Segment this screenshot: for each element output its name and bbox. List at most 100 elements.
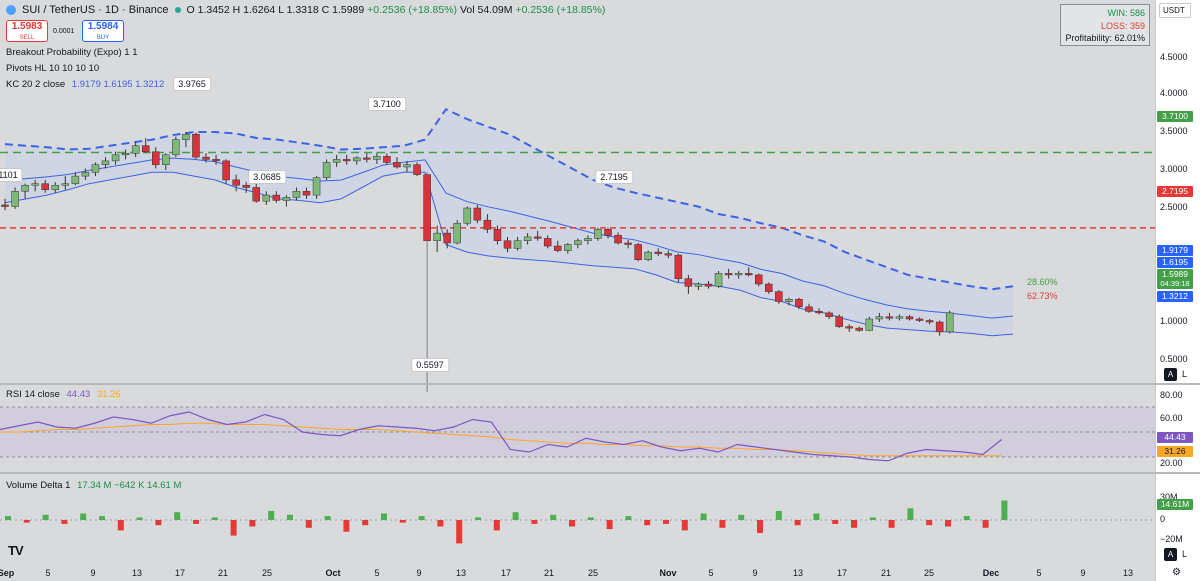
pane-separator-rsi[interactable] xyxy=(0,383,1200,385)
volume-delta-bar xyxy=(587,517,594,520)
candle-body xyxy=(232,179,240,186)
tag-kc-lower: 1.3212 xyxy=(1157,291,1193,302)
candle-body xyxy=(584,238,592,241)
chart-canvas[interactable] xyxy=(0,0,1155,581)
volume-delta-bar xyxy=(569,520,575,527)
indicator-rsi[interactable]: RSI 14 close 44.43 31.26 xyxy=(6,389,121,400)
ytick: 4.0000 xyxy=(1160,88,1188,98)
log-scale-button-vd[interactable]: L xyxy=(1182,549,1188,559)
kc-lower-line xyxy=(4,171,1014,337)
candle-body xyxy=(222,160,230,181)
candle-body xyxy=(443,232,451,244)
xtick: 25 xyxy=(261,568,273,578)
symbol-title[interactable]: SUI / TetherUS · 1D · Binance xyxy=(22,4,169,16)
candle-body xyxy=(383,156,391,163)
xtick: 5 xyxy=(1036,568,1042,578)
indicator-pivots[interactable]: Pivots HL 10 10 10 10 xyxy=(6,63,100,74)
candle-body xyxy=(825,312,833,317)
volume-delta-bar xyxy=(945,520,951,527)
candle-body xyxy=(945,312,954,333)
indicator-breakout[interactable]: Breakout Probability (Expo) 1 1 xyxy=(6,47,138,58)
xtick: 5 xyxy=(708,568,714,578)
price-axis[interactable] xyxy=(1155,0,1200,581)
volume-value: Vol 54.09M xyxy=(459,4,513,16)
candle-body xyxy=(915,318,924,321)
pivot-low-label: 0.5597 xyxy=(411,358,449,372)
candle-body xyxy=(272,194,281,201)
currency-selector[interactable]: USDT xyxy=(1159,3,1191,18)
volume-delta-bar xyxy=(287,514,293,520)
pane-separator-vd[interactable] xyxy=(0,472,1200,474)
candle-body xyxy=(523,236,532,241)
volume-delta-bar xyxy=(869,517,876,520)
open-value: O 1.3452 xyxy=(186,4,230,16)
rsi-label: RSI 14 close xyxy=(6,389,60,400)
loss-count: LOSS: 359 xyxy=(1100,20,1145,31)
volume-delta-bar xyxy=(625,516,632,520)
candle-body xyxy=(845,326,853,329)
tag-resistance-2: 2.7195 xyxy=(1157,186,1193,197)
indicator-volume-delta[interactable]: Volume Delta 1 17.34 M −642 K 14.61 M xyxy=(6,480,181,491)
volume-delta-bar xyxy=(963,516,970,520)
candle-body xyxy=(704,283,713,287)
profitability: Profitability: 62.01% xyxy=(1065,33,1145,43)
pct-up-label: 28.60% xyxy=(1027,277,1058,287)
rsi-ma-tag: 31.26 xyxy=(1157,446,1193,457)
candle-body xyxy=(91,164,100,173)
plot-area[interactable] xyxy=(0,0,1155,581)
settings-gear-icon[interactable]: ⚙ xyxy=(1172,567,1181,578)
candle-body xyxy=(453,222,461,244)
sell-button[interactable]: 1.5983 SELL xyxy=(6,20,48,42)
symbol-icon xyxy=(6,5,16,15)
log-scale-button-main[interactable]: L xyxy=(1182,369,1188,379)
candle-body xyxy=(765,283,773,292)
kc-band-fill xyxy=(5,109,1013,336)
volume-delta-bar xyxy=(5,516,11,520)
xtick: 9 xyxy=(752,568,758,578)
xtick: 17 xyxy=(836,568,848,578)
auto-scale-button-vd[interactable]: A xyxy=(1164,548,1177,561)
volume-delta-bar xyxy=(268,510,275,520)
volume-delta-bar xyxy=(381,513,387,520)
candle-body xyxy=(493,229,502,241)
buy-button[interactable]: 1.5984 BUY xyxy=(82,20,124,42)
candle-body xyxy=(925,320,934,323)
candle-body xyxy=(292,191,301,198)
candle-body xyxy=(111,154,120,162)
volume-delta-bar xyxy=(644,520,651,526)
auto-scale-button-main[interactable]: A xyxy=(1164,368,1177,381)
xtick: Nov xyxy=(659,568,677,578)
candle-body xyxy=(363,157,371,160)
volume-delta-bar xyxy=(80,513,87,520)
indicator-kc[interactable]: KC 20 2 close 1.9179 1.6195 1.3212 xyxy=(6,79,164,90)
xtick: Oct xyxy=(325,568,341,578)
kc-label: KC 20 2 close xyxy=(6,79,66,90)
candle-body xyxy=(31,183,39,186)
volume-delta-bar xyxy=(832,520,839,524)
volume-delta-bar xyxy=(888,520,895,528)
candle-body xyxy=(353,157,361,162)
candle-body xyxy=(302,191,311,196)
candle-body xyxy=(282,197,291,201)
close-value: C 1.5989 xyxy=(321,4,365,16)
change-value: +0.2536 (+18.85%) xyxy=(367,4,458,16)
volume-delta-bar xyxy=(550,514,557,520)
vd-values: 17.34 M −642 K 14.61 M xyxy=(77,480,182,491)
candle-body xyxy=(393,162,401,168)
volume-delta-bar xyxy=(230,520,237,536)
tradingview-logo-icon[interactable]: TV xyxy=(8,543,24,558)
volume-delta-bar xyxy=(493,520,500,531)
rsi-ma-line xyxy=(0,422,1002,457)
xtick: 17 xyxy=(174,568,186,578)
buy-price: 1.5984 xyxy=(87,21,119,32)
candle-body xyxy=(473,207,482,221)
buy-label: BUY xyxy=(96,35,110,41)
volume-delta-bar xyxy=(61,520,68,524)
rsi-tick: 80.00 xyxy=(1160,390,1183,400)
volume-delta-bar xyxy=(305,520,312,528)
vd-label: Volume Delta 1 xyxy=(6,480,71,491)
volume-delta-bar xyxy=(343,520,350,532)
candle-body xyxy=(342,159,351,162)
volume-delta-bar xyxy=(99,516,105,520)
